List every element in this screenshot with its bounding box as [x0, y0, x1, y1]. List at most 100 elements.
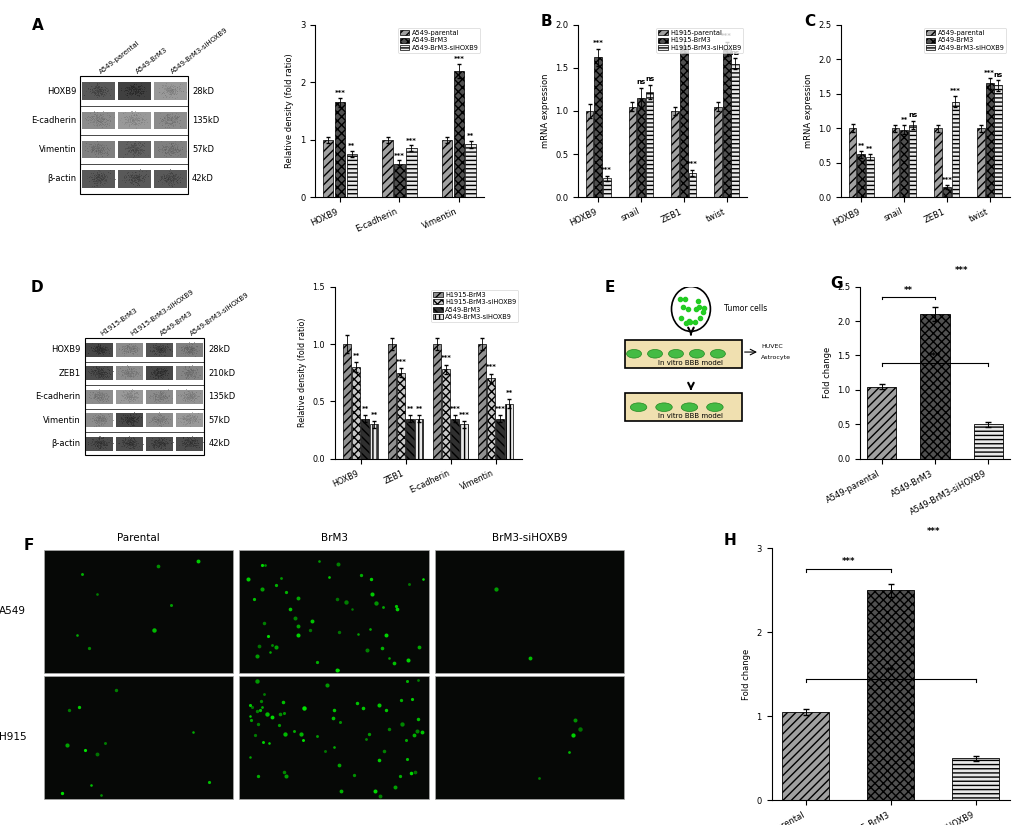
FancyBboxPatch shape [625, 340, 741, 368]
Text: ***: *** [485, 365, 496, 370]
Bar [175, 390, 203, 404]
Text: ***: *** [395, 359, 407, 365]
Bar [433, 344, 441, 459]
Text: ns: ns [644, 77, 653, 82]
Bar [82, 141, 115, 158]
Bar [334, 102, 345, 197]
Bar [116, 343, 144, 357]
Bar [594, 58, 601, 197]
Text: ***: *** [954, 266, 967, 275]
Bar [388, 344, 396, 459]
Text: 135kD: 135kD [192, 116, 219, 125]
Text: ***: *** [949, 88, 960, 94]
Legend: A549-parental, A549-BrM3, A549-BrM3-siHOXB9: A549-parental, A549-BrM3, A549-BrM3-siHO… [922, 28, 1006, 53]
Bar [406, 148, 416, 197]
Text: G: G [829, 276, 842, 291]
Text: β-actin: β-actin [52, 439, 81, 448]
Bar [116, 366, 144, 380]
Text: **: ** [903, 286, 912, 295]
Bar [441, 139, 451, 197]
Text: A549: A549 [0, 606, 26, 616]
Text: E-cadherin: E-cadherin [32, 116, 76, 125]
Text: HOXB9: HOXB9 [47, 87, 76, 96]
Ellipse shape [709, 350, 725, 358]
Bar [713, 106, 721, 197]
Bar [154, 82, 186, 100]
Bar [415, 418, 423, 459]
Text: 57kD: 57kD [208, 416, 230, 425]
Text: H1915-BrM3: H1915-BrM3 [100, 307, 139, 337]
Text: ***: *** [494, 406, 505, 412]
Bar [688, 173, 696, 197]
Bar [146, 436, 173, 450]
Bar [434, 676, 624, 799]
Legend: H1915-parental, H1915-BrM3, H1915-BrM3-siHOXB9: H1915-parental, H1915-BrM3, H1915-BrM3-s… [655, 28, 743, 53]
Legend: H1915-BrM3, H1915-BrM3-siHOXB9, A549-BrM3, A549-BrM3-siHOXB9: H1915-BrM3, H1915-BrM3-siHOXB9, A549-BrM… [431, 290, 518, 322]
Bar [82, 170, 115, 188]
Bar [504, 403, 513, 459]
Bar [442, 370, 449, 459]
Text: H1915-BrM3-siHOXB9: H1915-BrM3-siHOXB9 [129, 288, 195, 337]
Bar [146, 413, 173, 427]
Bar [352, 367, 360, 459]
Y-axis label: mRNA expression: mRNA expression [803, 73, 812, 148]
Bar [857, 154, 864, 197]
Bar [44, 549, 233, 673]
Bar [86, 343, 113, 357]
Bar [361, 418, 369, 459]
Text: ***: *** [459, 412, 469, 417]
Text: ***: *** [592, 40, 603, 46]
Bar [86, 366, 113, 380]
Text: C: C [803, 14, 814, 30]
Ellipse shape [630, 403, 646, 412]
Text: 28kD: 28kD [208, 346, 230, 355]
Circle shape [671, 286, 709, 332]
Bar [118, 170, 151, 188]
Text: A549-parental: A549-parental [98, 40, 141, 75]
Bar [908, 125, 915, 197]
Y-axis label: Fold change: Fold change [741, 648, 750, 700]
Text: **: ** [347, 143, 356, 148]
Text: 210kD: 210kD [208, 369, 235, 378]
Bar [434, 549, 624, 673]
Bar [239, 676, 428, 799]
Text: β-actin: β-actin [48, 175, 76, 183]
Text: A: A [32, 18, 44, 33]
Y-axis label: mRNA expression: mRNA expression [540, 73, 549, 148]
Text: BrM3: BrM3 [320, 533, 347, 544]
Text: B: B [540, 14, 552, 30]
Bar [585, 111, 593, 197]
Text: ZEB1: ZEB1 [58, 369, 81, 378]
Text: ns: ns [730, 50, 739, 56]
Text: **: ** [353, 353, 360, 359]
Text: 57kD: 57kD [192, 145, 214, 154]
Bar [645, 92, 653, 197]
Text: **: ** [505, 389, 513, 396]
Text: F: F [23, 538, 34, 554]
Text: ***: *** [687, 161, 697, 167]
Text: Astrocyte: Astrocyte [760, 355, 791, 360]
Ellipse shape [655, 403, 672, 412]
Text: ***: *** [720, 33, 732, 40]
Y-axis label: Relative density (fold ratio): Relative density (fold ratio) [298, 318, 307, 427]
Text: ***: *** [601, 167, 611, 173]
Text: In vitro BBB model: In vitro BBB model [658, 413, 722, 419]
Bar [116, 413, 144, 427]
Text: BrM3-siHOXB9: BrM3-siHOXB9 [491, 533, 567, 544]
Bar [346, 154, 357, 197]
Bar [891, 128, 899, 197]
Text: A549-BrM3: A549-BrM3 [135, 46, 168, 75]
Text: **: ** [370, 412, 377, 417]
Text: **: ** [857, 143, 864, 148]
Text: Vimentin: Vimentin [39, 145, 76, 154]
Text: H915: H915 [0, 733, 26, 742]
Text: In vitro BBB model: In vitro BBB model [658, 360, 722, 365]
Text: HUVEC: HUVEC [760, 344, 783, 349]
Bar [460, 424, 468, 459]
Text: **: ** [865, 146, 872, 153]
Bar [370, 424, 378, 459]
Text: **: ** [900, 117, 907, 123]
Bar [44, 676, 233, 799]
Text: D: D [31, 280, 44, 295]
Bar [82, 111, 115, 130]
